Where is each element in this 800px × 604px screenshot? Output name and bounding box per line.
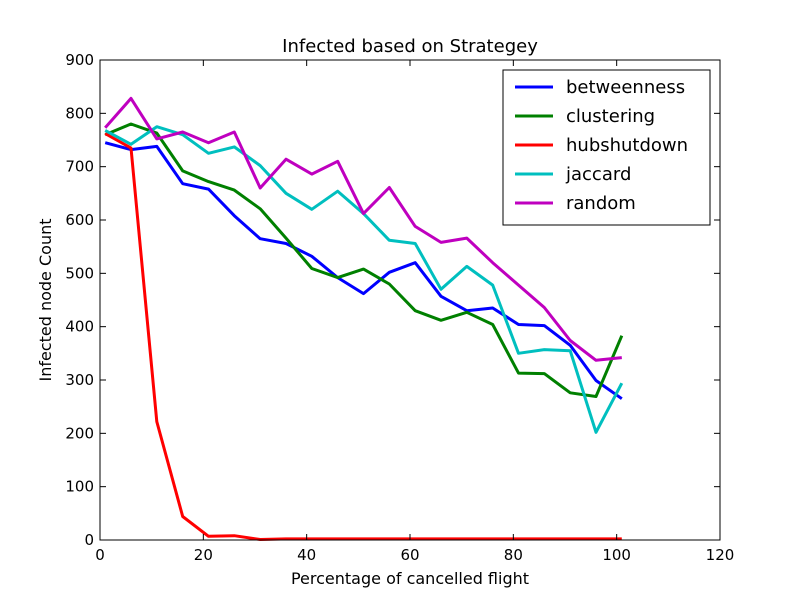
legend-label-4: random <box>566 193 636 214</box>
y-tick-label: 700 <box>65 158 94 176</box>
y-axis-label: Infected node Count <box>36 218 55 381</box>
x-tick-label: 60 <box>400 546 419 564</box>
legend-label-0: betweenness <box>566 77 685 98</box>
series-line-0 <box>104 141 623 400</box>
y-tick-label: 800 <box>65 104 94 122</box>
y-tick-label: 0 <box>84 531 94 549</box>
chart-title: Infected based on Strategey <box>282 36 538 57</box>
x-tick-label: 40 <box>297 546 316 564</box>
legend-label-3: jaccard <box>565 164 631 185</box>
x-tick-label: 20 <box>194 546 213 564</box>
y-tick-label: 400 <box>65 318 94 336</box>
series-line-2 <box>104 132 622 541</box>
x-tick-label: 120 <box>706 546 735 564</box>
x-tick-label: 100 <box>602 546 631 564</box>
series-line-4 <box>104 96 622 362</box>
y-tick-label: 500 <box>65 264 94 282</box>
y-tick-label: 200 <box>65 424 94 442</box>
y-tick-label: 300 <box>65 371 94 389</box>
x-tick-label: 0 <box>95 546 105 564</box>
legend: betweenness clustering hubshutdown jaccard r… <box>502 69 711 226</box>
y-tick-label: 100 <box>65 478 94 496</box>
x-axis-label: Percentage of cancelled flight <box>291 569 529 588</box>
x-tick-label: 80 <box>504 546 523 564</box>
legend-label-2: hubshutdown <box>566 135 688 156</box>
y-tick-label: 600 <box>65 211 94 229</box>
series-line-1 <box>104 122 624 398</box>
legend-label-1: clustering <box>566 106 655 127</box>
legend-box <box>502 69 711 226</box>
plot-area: 0 20 40 60 80 100 120 0 100 200 300 400 500 600 700 800… <box>65 51 734 564</box>
y-tick-label: 900 <box>65 51 94 69</box>
